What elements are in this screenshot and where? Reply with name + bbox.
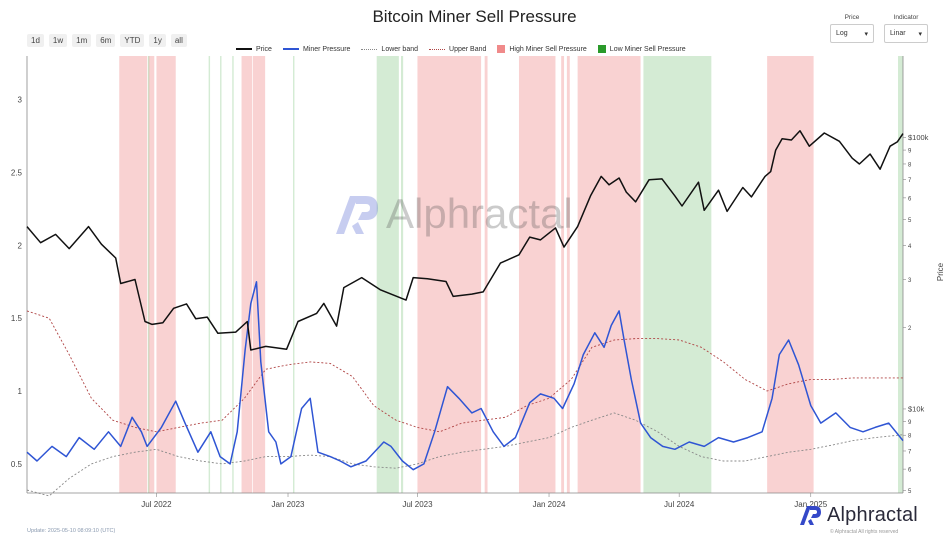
high-pressure-band [566,56,570,493]
high-pressure-band [148,56,155,493]
x-axis-tick-label: Jan 2025 [794,500,827,509]
series-line-upper-band [26,310,903,433]
price-scale-control: Price Log ▾ [830,14,874,43]
chevron-down-icon: ▾ [864,30,868,38]
high-pressure-band [241,56,253,493]
left-axis-tick-label: 1.5 [11,314,23,323]
range-1m-button[interactable]: 1m [72,34,92,47]
low-pressure-band [400,56,404,493]
x-axis-tick-label: Jul 2024 [664,500,695,509]
right-axis-tick-label: 5 [908,218,912,224]
copyright-text: © Alphractal All rights reserved [830,529,899,535]
range-1y-button[interactable]: 1y [149,34,166,47]
alphractal-logo-icon [800,506,821,525]
x-axis-tick-label: Jan 2023 [272,500,305,509]
left-axis-tick-label: 2.5 [11,169,23,178]
right-axis-tick-label: 7 [908,178,912,184]
legend-item-price[interactable]: Price [236,46,272,53]
legend-swatch-low-pressure [597,45,606,53]
right-axis-tick-label: 7 [908,449,912,455]
price-scale-label: Price [844,14,860,21]
high-pressure-band [561,56,565,493]
low-pressure-band [208,56,211,493]
legend-label-low-pressure: Low Miner Sell Pressure [609,45,686,53]
low-pressure-band [376,56,399,493]
brand-name: Alphractal [827,503,918,526]
legend-swatch-upper-band [429,48,446,50]
range-ytd-button[interactable]: YTD [120,34,145,47]
legend-swatch-lower-band [361,48,378,50]
legend-item-low-pressure[interactable]: Low Miner Sell Pressure [597,45,686,53]
range-selector: 1d 1w 1m 6m YTD 1y all [27,34,187,47]
high-pressure-band [518,56,556,493]
update-timestamp: Update: 2025-05-10 08:09:10 (UTC) [27,528,116,534]
brand-logo: Alphractal [797,503,918,527]
range-1w-button[interactable]: 1w [48,34,68,47]
high-pressure-band [577,56,641,493]
low-pressure-band [232,56,234,493]
legend-swatch-high-pressure [497,45,506,53]
indicator-scale-label: Indicator [893,14,919,21]
low-pressure-band [897,56,903,493]
legend-item-miner-pressure[interactable]: Miner Pressure [282,45,351,53]
high-pressure-band [156,56,176,493]
x-axis-tick-label: Jan 2024 [533,500,566,509]
range-all-button[interactable]: all [170,34,187,47]
price-scale-select[interactable]: Log ▾ [830,24,874,43]
right-axis-tick-label: 3 [908,278,912,284]
legend-label-lower-band: Lower band [381,45,419,53]
low-pressure-band [293,56,295,493]
chevron-down-icon: ▾ [918,30,922,38]
right-axis-tick-label: 9 [908,149,912,155]
right-axis-title: Price [936,262,945,281]
indicator-scale-value: Linar [890,30,906,37]
legend-label-upper-band: Upper Band [449,45,487,53]
left-axis-tick-label: 1 [18,387,23,396]
price-scale-value: Log [836,30,848,37]
right-axis-tick-label: $100k [908,133,929,142]
chart-title: Bitcoin Miner Sell Pressure [372,7,577,26]
legend-label-high-pressure: High Miner Sell Pressure [509,45,587,53]
right-axis-tick-label: 6 [908,196,912,202]
legend-item-upper-band[interactable]: Upper Band [429,46,486,53]
left-axis-tick-label: 0.5 [11,460,23,469]
legend-swatch-miner-pressure [282,48,299,50]
legend-item-high-pressure[interactable]: High Miner Sell Pressure [497,45,587,53]
legend-label-price: Price [256,45,272,53]
x-axis-tick-label: Jul 2022 [141,500,172,509]
series-line-miner-pressure [26,281,904,471]
right-axis-tick-label: 6 [908,468,912,474]
high-pressure-band [252,56,266,493]
legend-item-lower-band[interactable]: Lower band [361,46,418,53]
high-pressure-band [417,56,482,493]
low-pressure-band [147,56,150,493]
range-6m-button[interactable]: 6m [96,34,116,47]
right-axis-tick-label: 2 [908,326,912,332]
high-pressure-band [767,56,814,493]
series-line-price [26,130,904,351]
left-axis-tick-label: 2 [18,241,23,250]
right-axis-tick-label: 5 [908,489,912,495]
right-axis-tick-label: 9 [908,420,912,426]
low-pressure-band [220,56,222,493]
right-axis-tick-label: 4 [908,244,912,250]
left-axis-tick-label: 3 [18,96,23,105]
high-pressure-band [119,56,148,493]
right-axis-tick-label: $10k [908,404,925,413]
legend-label-miner-pressure: Miner Pressure [302,45,351,53]
legend-swatch-price [236,48,252,50]
chart-legend: Price Miner Pressure Lower band Upper Ba… [236,45,686,53]
right-axis-tick-label: 8 [908,434,912,440]
range-1d-button[interactable]: 1d [27,34,44,47]
high-pressure-band [484,56,488,493]
indicator-scale-select[interactable]: Linar ▾ [884,24,928,43]
right-axis-tick-label: 8 [908,162,912,168]
low-pressure-band [643,56,712,493]
x-axis-tick-label: Jul 2023 [402,500,433,509]
indicator-scale-control: Indicator Linar ▾ [884,14,928,43]
